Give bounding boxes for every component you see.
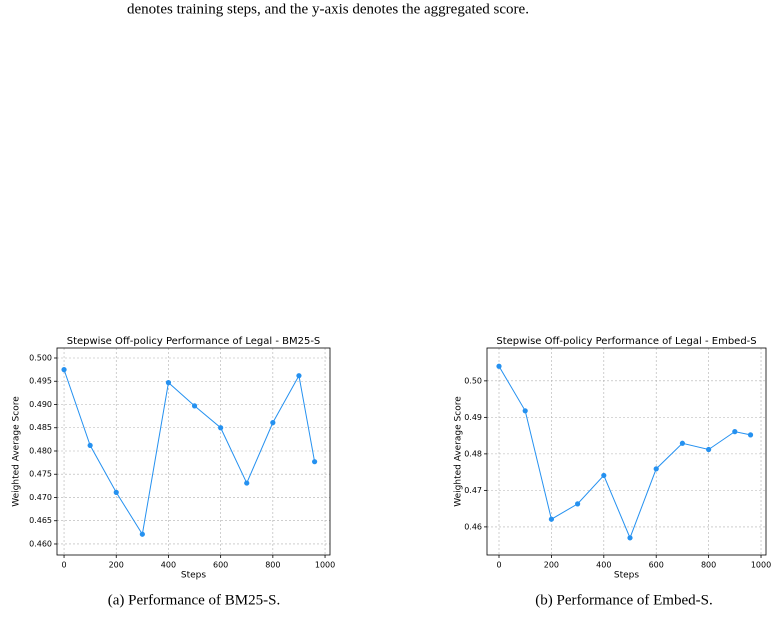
y-tick-label: 0.475 (29, 470, 52, 479)
data-point (113, 489, 119, 495)
data-point (61, 367, 67, 373)
data-point (548, 516, 555, 522)
x-tick-label: 400 (161, 561, 176, 570)
data-point (706, 446, 712, 453)
data-point (575, 501, 581, 507)
caption: (a) Performance of BM25-S. (108, 592, 280, 608)
x-tick-label: 1000 (315, 561, 335, 570)
data-point (139, 531, 145, 537)
y-tick-label: 0.480 (29, 446, 52, 455)
data-line (63, 369, 316, 536)
data-point (87, 442, 93, 449)
y-tick-label: 0.465 (29, 516, 52, 525)
data-point (244, 480, 250, 486)
data-point (165, 380, 172, 386)
data-point (627, 535, 633, 541)
x-tick-label: 400 (596, 561, 611, 570)
chart-title: Stepwise Off-policy Performance of Legal… (496, 336, 756, 347)
y-tick-label: 0.490 (29, 400, 52, 409)
body-text: denotes training steps, and the y-axis d… (127, 1, 529, 17)
y-tick-label: 0.470 (29, 493, 52, 502)
data-line (498, 366, 751, 540)
data-point (296, 373, 302, 379)
data-point (312, 459, 318, 465)
plot-frame (486, 347, 767, 556)
y-tick-label: 0.485 (29, 423, 52, 432)
data-point (218, 425, 224, 431)
y-axis-label: Weighted Average Score (454, 396, 464, 507)
chart-title: Stepwise Off-policy Performance of Legal… (67, 336, 321, 347)
plot-frame (56, 347, 331, 556)
y-tick-label: 0.47 (464, 486, 482, 495)
x-tick-label: 200 (544, 561, 559, 570)
data-point (679, 440, 686, 446)
y-tick-label: 0.46 (464, 522, 482, 531)
y-tick-label: 0.460 (29, 539, 52, 548)
y-axis-label: Weighted Average Score (12, 396, 22, 507)
data-point (270, 420, 276, 426)
x-tick-label: 1000 (751, 561, 771, 570)
y-tick-label: 0.500 (29, 353, 52, 362)
x-tick-label: 200 (109, 561, 124, 570)
x-axis-label: Steps (181, 571, 206, 581)
y-tick-label: 0.50 (464, 376, 482, 385)
x-tick-label: 800 (265, 561, 280, 570)
x-tick-label: 600 (213, 561, 228, 570)
data-point (653, 466, 659, 472)
data-point (601, 472, 607, 479)
caption: (b) Performance of Embed-S. (535, 592, 712, 608)
x-tick-label: 0 (496, 561, 501, 570)
x-tick-label: 600 (649, 561, 664, 570)
y-tick-label: 0.49 (464, 413, 482, 422)
x-tick-label: 0 (61, 561, 66, 570)
data-point (522, 408, 528, 414)
data-point (496, 363, 502, 369)
y-tick-label: 0.495 (29, 377, 52, 386)
data-point (191, 403, 198, 409)
y-tick-label: 0.48 (464, 449, 482, 458)
data-point (747, 432, 754, 438)
data-point (732, 429, 738, 435)
x-axis-label: Steps (614, 571, 639, 581)
x-tick-label: 800 (701, 561, 716, 570)
